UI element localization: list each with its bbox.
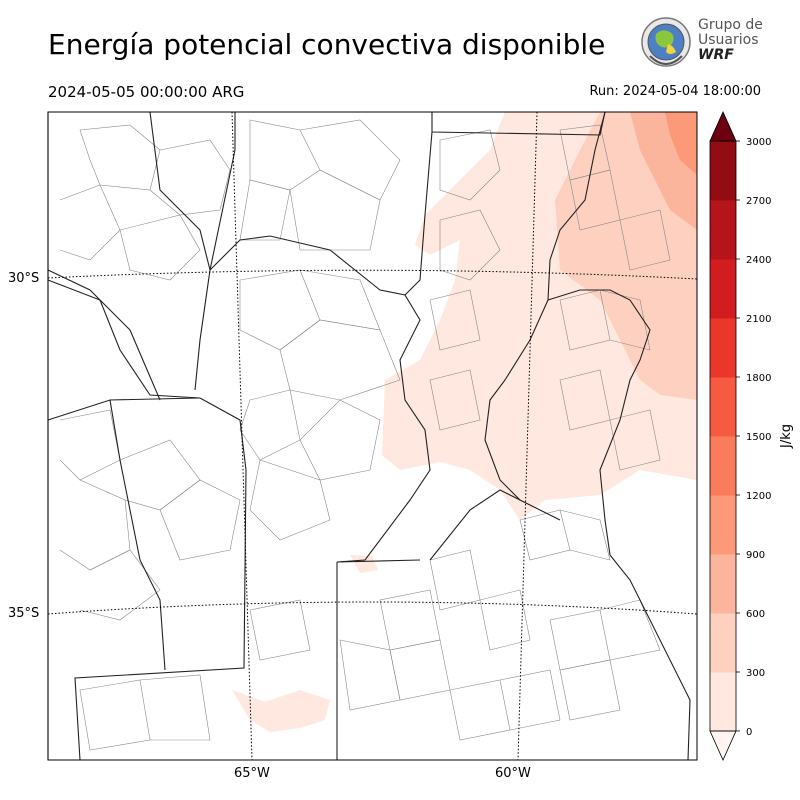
- colorbar-tick-label: 2100: [746, 314, 771, 325]
- colorbar-box-7: [710, 259, 736, 319]
- graticule: [47, 111, 698, 761]
- map-frame: [47, 111, 698, 761]
- lat-label-30s: 30°S: [8, 271, 40, 286]
- colorbar-tick-label: 2400: [746, 255, 771, 266]
- lon-label-65w: 65°W: [234, 766, 270, 781]
- lon-label-60w: 60°W: [495, 766, 531, 781]
- logo-text: Grupo de Usuarios WRF: [698, 18, 763, 63]
- globe-logo-icon: [641, 17, 691, 67]
- colorbar-tick-label: 600: [746, 609, 765, 620]
- colorbar-tick-label: 900: [746, 550, 765, 561]
- colorbar-tick-label: 1200: [746, 491, 771, 502]
- colorbar-label: J/kg: [779, 424, 794, 449]
- colorbar-tick-label: 0: [746, 727, 752, 738]
- logo-line3: WRF: [698, 47, 734, 63]
- cape-area-spot: [350, 555, 378, 573]
- meridian-65w: [231, 111, 253, 761]
- province-borders: [47, 111, 691, 761]
- colorbar-box-1: [710, 613, 736, 673]
- chart-title: Energía potencial convectiva disponible: [48, 28, 606, 61]
- colorbar-tick-label: 2700: [746, 196, 771, 207]
- colorbar-box-4: [710, 436, 736, 496]
- wrf-logo: Grupo de Usuarios WRF: [638, 16, 768, 72]
- colorbar-extend-low: [709, 730, 737, 761]
- logo-line2: Usuarios: [698, 32, 759, 48]
- logo-line1: Grupo de: [698, 17, 763, 33]
- parallel-35s: [47, 601, 698, 615]
- colorbar-box-9: [710, 141, 736, 201]
- colorbar-box-8: [710, 200, 736, 260]
- valid-time: 2024-05-05 00:00:00 ARG: [48, 83, 245, 101]
- colorbar-box-3: [710, 495, 736, 555]
- colorbar-box-0: [710, 672, 736, 732]
- colorbar-box-6: [710, 318, 736, 378]
- cape-area-corner: [665, 112, 697, 175]
- colorbar-box-2: [710, 554, 736, 614]
- colorbar-tick-label: 3000: [746, 137, 771, 148]
- colorbar-tick-label: 300: [746, 668, 765, 679]
- colorbar-extend-high: [709, 111, 737, 142]
- run-time: Run: 2024-05-04 18:00:00: [589, 84, 761, 99]
- cape-area-south-west: [232, 690, 330, 732]
- colorbar-tick-label: 1500: [746, 432, 771, 443]
- colorbar-boxes: [709, 111, 737, 761]
- lat-label-35s: 35°S: [8, 606, 40, 621]
- meridian-60w: [517, 111, 538, 761]
- parallel-30s: [47, 269, 698, 280]
- colorbar-box-5: [710, 377, 736, 437]
- colorbar-tick-label: 1800: [746, 373, 771, 384]
- colorbar-ticks: 0 300 600 900 1200 1500 1800 2100 2400 2700 3000: [736, 137, 771, 738]
